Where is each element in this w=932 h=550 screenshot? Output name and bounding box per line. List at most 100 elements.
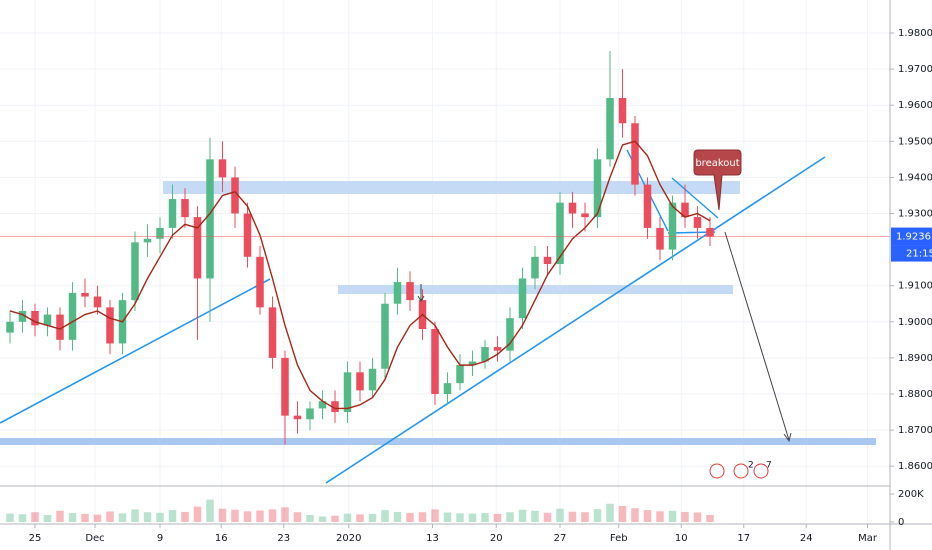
volume-bar	[293, 512, 302, 522]
volume-bar	[343, 513, 352, 522]
arrow-head	[783, 432, 792, 443]
y-tick-label: 1.87000	[898, 425, 932, 436]
volume-bar	[156, 512, 164, 522]
axes: 1.86000 1.87000 1.88000 1.89000 1.90000 1.910…	[29, 28, 932, 544]
candle-body	[231, 177, 239, 214]
candle-body	[193, 217, 202, 279]
candle-body	[143, 238, 152, 243]
volume-bar	[168, 510, 177, 522]
candle-body	[618, 97, 627, 124]
candle-body	[81, 292, 89, 297]
y-tick-label: 1.95000	[898, 136, 932, 147]
volume-bar	[468, 513, 477, 522]
x-tick-label: Feb	[610, 533, 628, 544]
candle-body	[543, 256, 552, 265]
x-tick-label: 24	[800, 533, 813, 544]
volume-bar	[243, 511, 252, 522]
zone	[0, 438, 876, 445]
x-tick-label: Mar	[858, 533, 878, 544]
volume-bar	[143, 512, 152, 522]
volume-bar	[18, 514, 27, 522]
marks	[0, 51, 890, 522]
candle-body	[668, 202, 677, 250]
candle-body	[493, 347, 502, 351]
y-tick-label: 1.89000	[898, 353, 932, 364]
volume-bar	[281, 507, 289, 522]
candle-body	[18, 310, 27, 322]
volume-bar	[106, 511, 114, 522]
candle-body	[368, 368, 377, 391]
y-tick-label: 1.94000	[898, 172, 932, 183]
volume-bar	[643, 510, 652, 522]
volume-bar	[393, 511, 402, 522]
volume-bar	[443, 512, 452, 522]
event-icon[interactable]	[733, 463, 749, 479]
x-tick-label: 9	[157, 533, 163, 544]
volume-bar	[268, 509, 277, 522]
volume-bar	[56, 510, 64, 522]
candle-body	[268, 307, 277, 358]
volume-bar	[6, 513, 14, 522]
candle-body	[356, 372, 364, 391]
candle-body	[168, 199, 177, 228]
candle-body	[318, 401, 327, 409]
candle-body	[693, 217, 702, 228]
volume-bar	[431, 509, 439, 522]
candle-body	[218, 159, 227, 178]
volume-bar	[231, 509, 239, 522]
x-tick-label: 27	[554, 533, 567, 544]
volume-bar	[681, 511, 689, 522]
volume-bar	[531, 510, 539, 522]
candle-body	[68, 292, 77, 340]
candle-body	[306, 408, 314, 420]
volume-bar	[706, 515, 714, 522]
candle-body	[93, 296, 102, 308]
arrow	[724, 231, 790, 441]
candle-body	[206, 159, 214, 279]
candle-body	[393, 282, 402, 304]
x-tick-label: 10	[675, 533, 688, 544]
candle-body	[656, 227, 664, 250]
candle-body	[468, 361, 477, 366]
volume-bar	[518, 509, 527, 522]
moving-average	[9, 140, 711, 410]
y-tick-label: 1.90000	[898, 317, 932, 328]
volume-bar	[668, 510, 677, 522]
event-icon[interactable]	[753, 463, 769, 479]
candle-body	[293, 415, 302, 420]
candle-body	[568, 202, 577, 214]
candle-body	[706, 227, 714, 237]
x-tick-label: 16	[215, 533, 228, 544]
x-tick-label: Dec	[85, 533, 104, 544]
y-tick-label: 1.97000	[898, 64, 932, 75]
grid	[0, 0, 890, 522]
candle-body	[556, 202, 564, 265]
volume-bar	[306, 515, 314, 522]
volume-bar	[331, 515, 339, 522]
event-icon[interactable]	[709, 463, 725, 479]
candle-body	[181, 199, 189, 218]
volume-bar	[93, 514, 102, 522]
volume-bar	[568, 511, 577, 522]
countdown-box	[891, 245, 932, 262]
candle-body	[406, 282, 414, 301]
candle-body	[443, 383, 452, 394]
volume-bar	[368, 513, 377, 522]
candle-body	[331, 401, 339, 413]
candle-body	[606, 97, 614, 160]
volume-bar	[406, 512, 414, 522]
zone	[338, 285, 733, 294]
callout	[693, 149, 742, 211]
y-tick-label: 1.96000	[898, 100, 932, 111]
volume-bar	[356, 514, 364, 522]
candle-body	[156, 227, 164, 239]
candle-body	[43, 314, 52, 326]
x-tick-label: 2020	[336, 533, 361, 544]
candle-body	[681, 202, 689, 218]
volume-bar	[318, 516, 327, 522]
candle-body	[256, 256, 264, 308]
x-tick-label: 17	[737, 533, 750, 544]
y2-tick-label: 200K	[898, 489, 924, 500]
